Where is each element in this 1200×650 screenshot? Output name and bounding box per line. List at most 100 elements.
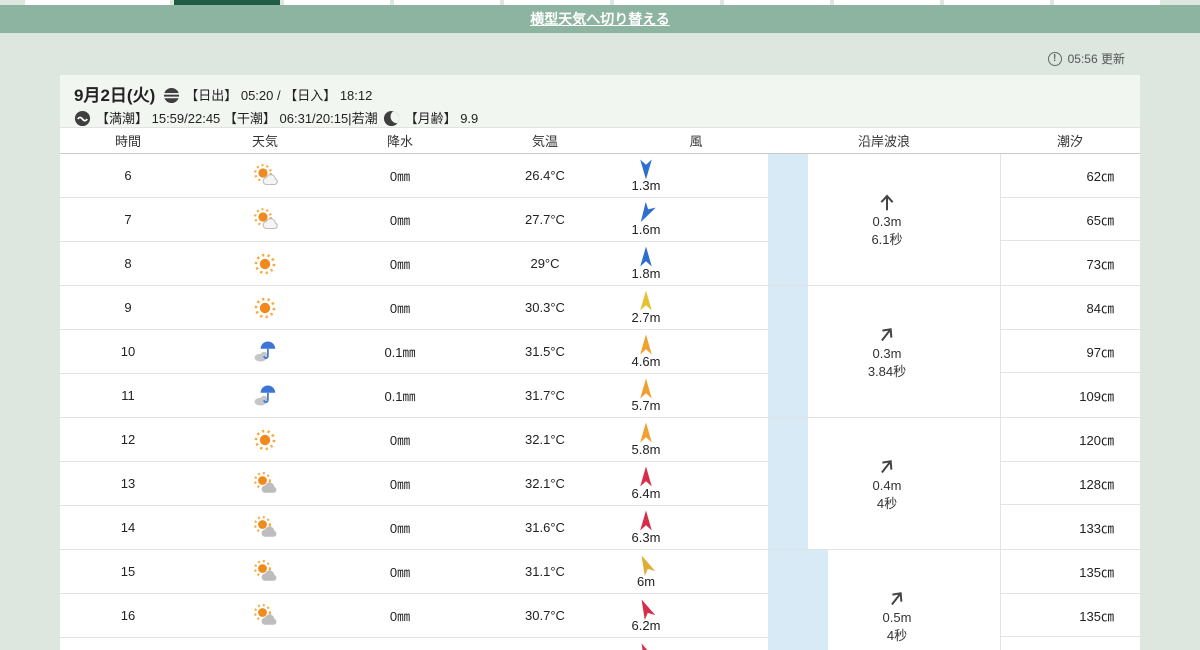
precip-cell: 0㎜ xyxy=(389,521,411,536)
hour-cell: 8 xyxy=(124,256,132,271)
table-row: 8 0㎜ 29°C 1.8m xyxy=(60,242,768,286)
tide-value-cell: 65㎝ xyxy=(1001,198,1140,242)
wind-arrow-icon xyxy=(640,159,652,180)
temp-cell: 26.4°C xyxy=(525,168,565,183)
wave-period: 3.84秒 xyxy=(867,363,907,379)
tab[interactable] xyxy=(394,0,500,5)
precip-cell: 0㎜ xyxy=(389,433,411,448)
wave-cell: 0.3m 3.84秒 xyxy=(808,286,1000,417)
wave-height: 0.3m xyxy=(872,213,902,229)
wind-cell xyxy=(624,638,768,650)
wind-arrow-icon xyxy=(640,334,652,355)
tab[interactable] xyxy=(834,0,940,5)
sunrise-icon xyxy=(163,88,181,104)
wind-cell: 5.8m xyxy=(624,418,768,461)
tab[interactable] xyxy=(284,0,390,5)
wind-cell: 6.4m xyxy=(624,462,768,505)
table-row: 9 0㎜ 30.3°C 2.7m xyxy=(60,286,768,330)
weather-cell xyxy=(196,594,334,637)
tab[interactable] xyxy=(1054,0,1160,5)
wave-cell: 0.5m 4秒 xyxy=(828,550,1000,650)
column-header-1: 時間 xyxy=(114,134,141,149)
hour-cell: 9 xyxy=(124,300,132,315)
wind-cell: 2.7m xyxy=(624,286,768,329)
hour-cell: 13 xyxy=(120,476,136,491)
tide-value-cell: 97㎝ xyxy=(1001,330,1140,374)
weather-cell xyxy=(196,198,334,241)
precip-cell: 0㎜ xyxy=(389,565,411,580)
hour-cell: 12 xyxy=(120,432,136,447)
wave-group: 0.4m 4秒 120㎝ 128㎝ 133㎝ xyxy=(768,418,1140,550)
tab[interactable] xyxy=(25,0,170,5)
temp-cell: 31.6°C xyxy=(525,520,565,535)
hour-cell: 10 xyxy=(120,344,136,359)
tide-info-text: 【満潮】 15:59/22:45 【干潮】 06:31/20:15|若潮 xyxy=(96,110,378,126)
wave-height: 0.3m xyxy=(872,345,902,361)
tide-value-cell: 62㎝ xyxy=(1001,154,1140,198)
wind-cell: 5.7m xyxy=(624,374,768,417)
weather-sun-cloud-icon xyxy=(254,163,278,185)
wave-cell: 0.4m 4秒 xyxy=(808,418,1000,549)
wave-tide-region: 0.3m 6.1秒 62㎝ 65㎝ 73㎝ 0.3m 3.84秒 84㎝ 97㎝ 109㎝ 0.4m… xyxy=(768,154,1140,650)
wind-speed-label: 5.8m xyxy=(631,442,661,457)
column-header-2: 天気 xyxy=(251,134,278,149)
wind-cell: 6m xyxy=(624,550,768,593)
switch-to-horizontal-link[interactable]: 横型天気へ切り替える xyxy=(530,11,670,27)
column-header-3: 降水 xyxy=(386,134,413,149)
moon-icon xyxy=(383,110,399,126)
tide-value-cell: 135㎝ xyxy=(1001,550,1140,594)
precip-cell: 0㎜ xyxy=(389,477,411,492)
weather-cell xyxy=(196,506,334,549)
precip-cell: 0.1㎜ xyxy=(384,389,416,404)
tide-subcolumn: 62㎝ 65㎝ 73㎝ xyxy=(1000,154,1140,285)
top-tab-strip xyxy=(0,0,1200,5)
weather-cloud-sun-icon xyxy=(254,471,277,493)
wind-speed-label: 1.6m xyxy=(631,222,661,237)
wind-arrow-icon xyxy=(641,555,656,577)
date-title: 9月2日(火) xyxy=(74,86,156,105)
tide-value-cell: 120㎝ xyxy=(1001,418,1140,462)
wind-speed-label: 1.3m xyxy=(631,178,661,193)
wave-direction-arrow-icon xyxy=(891,592,903,606)
table-row: 15 0㎜ 31.1°C 6m xyxy=(60,550,768,594)
wave-group: 0.3m 6.1秒 62㎝ 65㎝ 73㎝ xyxy=(768,154,1140,286)
hour-cell: 6 xyxy=(124,168,132,183)
wave-direction-arrow-icon xyxy=(881,460,893,474)
tide-value-cell: 133㎝ xyxy=(1079,520,1114,536)
tab-active[interactable] xyxy=(174,0,280,5)
wind-speed-label: 6.4m xyxy=(631,486,661,501)
weather-cell xyxy=(196,374,334,417)
weather-sun-icon xyxy=(254,297,276,318)
tab[interactable] xyxy=(724,0,830,5)
wave-period: 4秒 xyxy=(876,495,898,511)
layout-switch-bar: 横型天気へ切り替える xyxy=(0,5,1200,33)
hourly-rows: 6 0㎜ 26.4°C 1.3m 7 0㎜ 27.7°C 1.6m 8 0㎜ 29°C 1.8m 9 0㎜… xyxy=(60,154,768,650)
temp-cell: 32.1°C xyxy=(525,432,565,447)
update-clock-icon: ! xyxy=(1047,51,1062,66)
wave-direction-arrow-icon xyxy=(880,194,894,211)
tab[interactable] xyxy=(944,0,1050,5)
weather-rain-umbrella-icon xyxy=(254,385,276,405)
wave-icon xyxy=(74,110,91,126)
table-row xyxy=(60,638,768,650)
wind-arrow-icon xyxy=(641,643,656,650)
tide-level-band xyxy=(768,418,808,549)
column-header-6: 沿岸波浪 xyxy=(857,134,910,149)
tab[interactable] xyxy=(504,0,610,5)
wind-arrow-icon xyxy=(640,246,652,267)
tide-value-cell: 128㎝ xyxy=(1001,462,1140,506)
weather-cloud-sun-icon xyxy=(254,515,277,537)
hour-cell xyxy=(60,638,196,650)
weather-cell xyxy=(196,418,334,461)
hour-cell: 11 xyxy=(121,388,135,403)
weather-rain-umbrella-icon xyxy=(254,341,276,361)
date-header: 9月2日(火) 【日出】 05:20 / 【日入】 18:12 【満潮】 15:… xyxy=(60,75,1140,128)
wind-speed-label: 2.7m xyxy=(631,310,661,325)
tide-value-cell xyxy=(1001,637,1140,650)
update-status: ! 05:56 更新 xyxy=(1047,50,1125,67)
wind-arrow-icon xyxy=(640,290,652,311)
weather-cloud-sun-icon xyxy=(254,603,277,625)
temp-cell: 30.7°C xyxy=(525,608,565,623)
hour-cell: 7 xyxy=(124,212,132,227)
tab[interactable] xyxy=(614,0,720,5)
